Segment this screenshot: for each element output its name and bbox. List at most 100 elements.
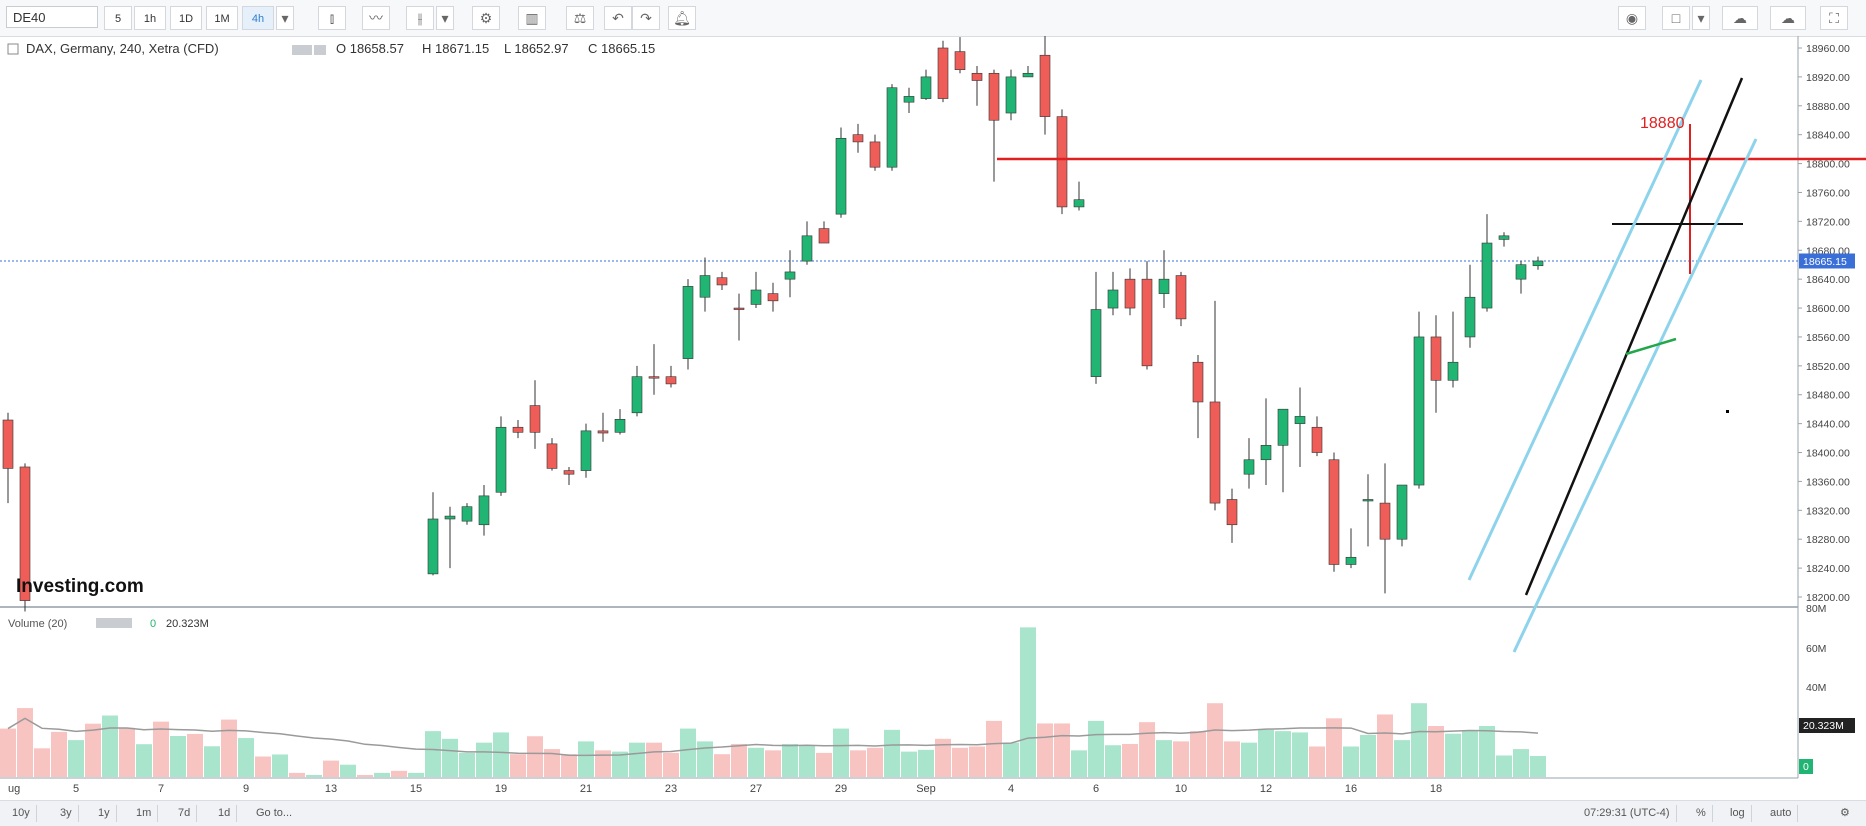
range-7d[interactable]: 7d [172,805,198,822]
volume-legend: Volume (20) [8,618,67,630]
x-tick-label: 12 [1260,783,1272,795]
candle-down [1430,336,1442,381]
last-price-badge [1799,253,1855,269]
chevron-down-icon[interactable]: ▾ [276,6,294,30]
range-10y[interactable]: 10y [6,805,37,822]
y-tick-label: 18440.00 [1806,419,1850,431]
y-tick-label: 18760.00 [1806,187,1850,199]
volume-bar [680,728,696,777]
volume-bar [1207,703,1223,777]
volume-bar [1377,714,1393,777]
trend-line-black[interactable] [1524,77,1744,596]
volume-bar [136,744,152,777]
volume-bar [272,754,288,777]
camera-icon[interactable]: ◉ [1618,6,1646,30]
volume-bar [663,752,679,777]
volume-bar [697,741,713,777]
volume-bar [1479,726,1495,777]
y-tick-label: 18240.00 [1806,563,1850,575]
candles-icon[interactable]: ⫾ [318,6,346,30]
volume-bar [1394,740,1410,777]
volume-bar [374,772,390,777]
scales-icon[interactable]: ⚖ [566,6,594,30]
chevron-down-icon[interactable]: ▾ [436,6,454,30]
y-tick-label: 18320.00 [1806,505,1850,517]
y-tick-label: 18200.00 [1806,592,1850,604]
bar-chart-icon[interactable]: ▥ [518,6,546,30]
chevron-down-icon[interactable]: ▾ [1692,6,1710,30]
redo-icon[interactable]: ↷ [632,6,660,30]
x-tick-label: 19 [495,783,507,795]
volume-bar [527,736,543,777]
undo-icon[interactable]: ↶ [604,6,632,30]
indicator-icon[interactable]: ⫲ [406,6,434,30]
interval-5-button[interactable]: 5 [104,6,132,30]
x-tick-label: 6 [1093,783,1099,795]
candle-down [2,419,14,469]
x-tick-label: 5 [73,783,79,795]
chart-area[interactable]: 18200.00 18240.00 18280.00 18320.00 18360.00… [0,36,1866,800]
volume-bar [986,720,1002,777]
volume-bar [1309,746,1325,777]
volume-bar [850,750,866,777]
auto-toggle[interactable]: auto [1764,805,1799,822]
y-tick-label: 18600.00 [1806,303,1850,315]
interval-4h-button[interactable]: 4h [242,6,274,30]
symbol-input[interactable]: DE40 [6,6,98,28]
fullscreen-icon[interactable]: ⛶ [1820,6,1848,30]
log-toggle[interactable]: log [1724,805,1752,822]
eye-icon[interactable] [292,45,312,55]
candle-up [444,515,456,520]
candle-down [1175,275,1187,320]
volume-controls-icon[interactable] [96,618,132,628]
channel-top-line[interactable] [1467,79,1703,581]
range-1d[interactable]: 1d [212,805,238,822]
candle-up [699,275,711,298]
settings-small-icon[interactable] [314,45,326,55]
gear-icon[interactable]: ⚙ [472,6,500,30]
line-chart-icon[interactable]: 〰 [362,6,390,30]
investing-watermark: Investing.com [16,576,144,597]
chart-toolbar: DE40 5 1h 1D 1M 4h ▾ ⫾ 〰 ⫲ ▾ ⚙ ▥ ⚖ ↶ ↷ 🔔… [0,0,1866,37]
y-tick-label: 18880.00 [1806,101,1850,113]
candle-up [682,286,694,359]
ohlc-close: C 18665.15 [588,41,655,56]
volume-bar [1173,741,1189,777]
candle-up [1294,416,1306,424]
ohlc-high: H 18671.15 [422,41,489,56]
x-tick-label: 10 [1175,783,1187,795]
vol-tick-40m: 40M [1806,682,1826,694]
gear-icon[interactable]: ⚙ [1840,807,1850,819]
candle-up [1107,289,1119,309]
goto-link[interactable]: Go to... [256,807,293,819]
volume-bar [340,764,356,777]
cloud-download-icon[interactable]: ☁ [1722,6,1758,30]
range-3y[interactable]: 3y [54,805,79,822]
volume-bar [935,738,951,777]
dot-marker [1726,410,1729,413]
volume-bar [1275,731,1291,777]
volume-bar [1037,723,1053,777]
alert-icon[interactable]: 🔔︎ [668,6,696,30]
candle-down [818,228,830,244]
candle-up [1090,309,1102,377]
x-tick-label: 16 [1345,783,1357,795]
candle-down [971,72,983,81]
x-tick-label: 18 [1430,783,1442,795]
range-1m[interactable]: 1m [130,805,159,822]
percent-toggle[interactable]: % [1690,805,1713,822]
volume-bar [833,728,849,777]
range-1y[interactable]: 1y [92,805,117,822]
volume-bar [952,747,968,777]
interval-1h-button[interactable]: 1h [134,6,166,30]
channel-bottom-line[interactable] [1512,138,1758,653]
volume-bar [51,731,67,777]
interval-1m-button[interactable]: 1M [206,6,238,30]
color-square-icon[interactable]: □ [1662,6,1690,30]
volume-bar [68,740,84,777]
green-trend-line[interactable] [1625,337,1677,356]
cloud-upload-icon[interactable]: ☁ [1770,6,1806,30]
collapse-icon[interactable] [7,43,19,55]
interval-1d-button[interactable]: 1D [170,6,202,30]
volume-bar [765,750,781,777]
